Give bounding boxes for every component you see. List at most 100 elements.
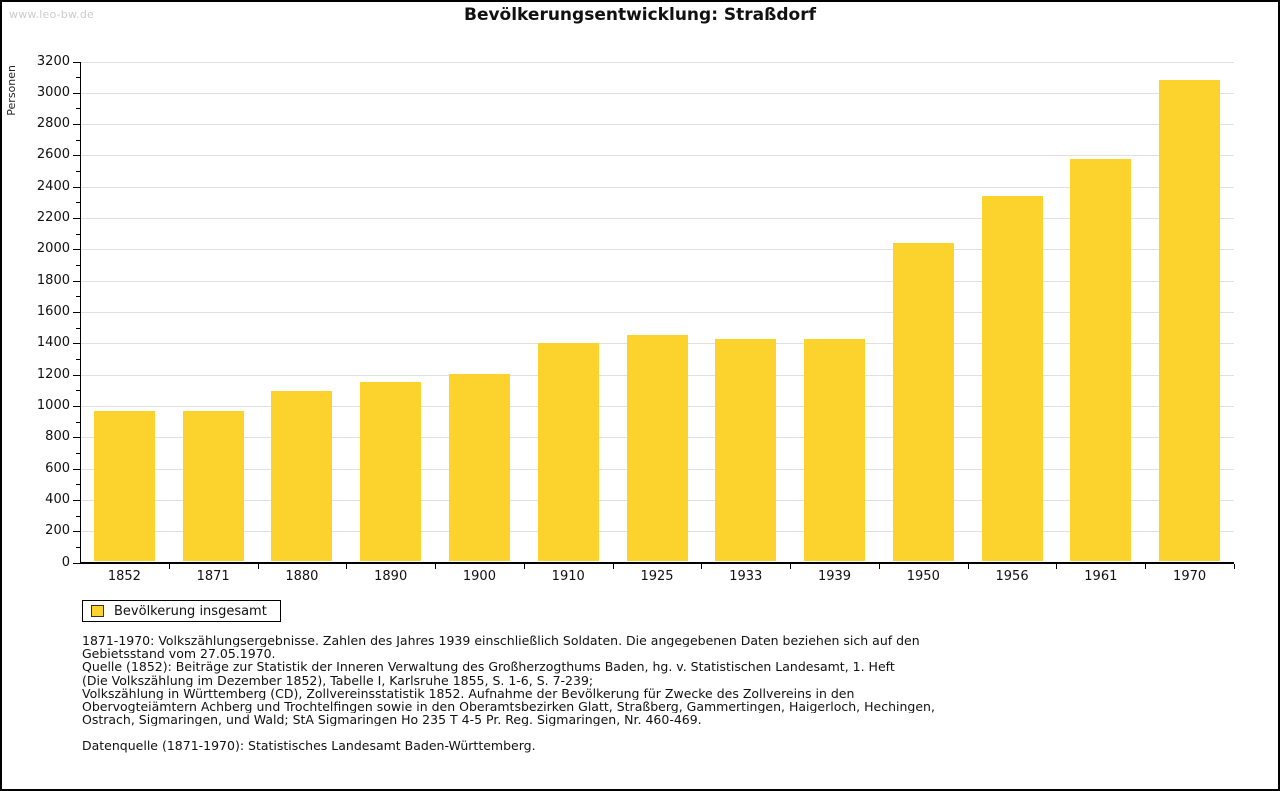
y-major-tick-2000 [73, 249, 80, 251]
y-minor-tick-700 [76, 452, 80, 454]
y-tick-label-400: 400 [45, 491, 70, 507]
y-minor-tick-100 [76, 546, 80, 548]
footnote-line-4: (Die Volkszählung im Dezember 1852), Tab… [82, 673, 594, 687]
x-boundary-tick-1 [168, 563, 170, 569]
y-tick-label-800: 800 [45, 429, 70, 445]
y-minor-tick-300 [76, 515, 80, 517]
y-major-tick-2800 [73, 124, 80, 126]
gridline-1600 [80, 312, 1234, 313]
page-title: Bevölkerungsentwicklung: Straßdorf [463, 5, 816, 25]
x-tick-label-1956: 1956 [995, 568, 1029, 584]
x-boundary-tick-2 [257, 563, 259, 569]
y-tick-label-3200: 3200 [36, 53, 70, 69]
bar-1970 [1159, 80, 1221, 562]
y-major-tick-1400 [73, 343, 80, 345]
y-axis-label: Personen [5, 65, 18, 116]
y-tick-label-3000: 3000 [36, 84, 70, 100]
x-boundary-tick-9 [878, 563, 880, 569]
x-tick-label-1961: 1961 [1084, 568, 1118, 584]
watermark: www.leo-bw.de [9, 8, 95, 21]
x-tick-label-1933: 1933 [729, 568, 763, 584]
bar-1890 [360, 381, 422, 562]
gridline-2600 [80, 155, 1234, 157]
y-minor-tick-2500 [76, 171, 80, 173]
gridline-3000 [80, 92, 1234, 94]
bar-1910 [537, 342, 599, 562]
x-boundary-tick-12 [1145, 563, 1147, 569]
y-minor-tick-1700 [76, 296, 80, 298]
y-tick-label-2400: 2400 [36, 178, 70, 194]
footnotes: 1871-1970: Volkszählungsergebnisse. Zahl… [82, 634, 1258, 753]
y-minor-tick-2900 [76, 108, 80, 110]
y-major-tick-800 [73, 437, 80, 439]
footnote-line-5: Volkszählung in Württemberg (CD), Zollve… [82, 686, 855, 701]
y-minor-tick-2100 [76, 233, 80, 235]
x-boundary-tick-11 [1056, 563, 1058, 569]
footnote-line-7: Ostrach, Sigmaringen, und Wald; StA Sigm… [82, 713, 702, 727]
legend: Bevölkerung insgesamt [82, 600, 281, 622]
y-major-tick-400 [73, 499, 80, 501]
footnote-line-3: Quelle (1852): Beiträge zur Statistik de… [82, 660, 895, 674]
y-major-tick-1000 [73, 405, 80, 407]
y-minor-tick-900 [76, 421, 80, 423]
y-tick-label-2600: 2600 [36, 147, 70, 163]
y-major-tick-1600 [73, 312, 80, 313]
y-tick-label-0: 0 [61, 554, 70, 570]
y-tick-label-2800: 2800 [36, 116, 70, 132]
gridline-2400 [80, 186, 1234, 188]
bar-1880 [271, 391, 333, 562]
x-boundary-tick-3 [346, 563, 348, 569]
x-boundary-tick-13 [1234, 563, 1235, 569]
bar-1933 [715, 338, 777, 562]
gridline-1800 [80, 280, 1234, 282]
footnote-lines: 1871-1970: Volkszählungsergebnisse. Zahl… [82, 634, 1258, 726]
x-boundary-tick-5 [523, 563, 525, 569]
y-major-tick-2600 [73, 155, 80, 157]
y-major-tick-1200 [73, 374, 80, 376]
y-tick-label-1400: 1400 [36, 335, 70, 351]
footnote-line-1: 1871-1970: Volkszählungsergebnisse. Zahl… [82, 634, 920, 648]
x-boundary-tick-10 [967, 563, 969, 569]
x-tick-label-1925: 1925 [640, 568, 674, 584]
y-tick-label-2200: 2200 [36, 210, 70, 226]
x-boundary-tick-6 [612, 563, 614, 569]
bar-1939 [804, 338, 866, 562]
y-minor-tick-2700 [76, 139, 80, 141]
y-tick-label-1600: 1600 [36, 304, 70, 319]
x-tick-label-1970: 1970 [1173, 568, 1207, 584]
x-boundary-tick-4 [435, 563, 437, 569]
y-minor-tick-1900 [76, 265, 80, 267]
datasource-line: Datenquelle (1871-1970): Statistisches L… [82, 738, 536, 754]
y-minor-tick-1100 [76, 390, 80, 392]
x-boundary-tick-8 [790, 563, 792, 569]
y-tick-label-200: 200 [45, 523, 70, 539]
x-axis-line [80, 561, 1234, 564]
x-tick-label-1880: 1880 [285, 568, 319, 584]
gridline-2800 [80, 124, 1234, 126]
footnote-line-6: Obervogteiämtern Achberg und Trochtelfin… [82, 700, 935, 714]
x-boundary-tick-7 [701, 563, 703, 569]
y-tick-label-2000: 2000 [36, 241, 70, 257]
gridline-2200 [80, 218, 1234, 220]
y-axis-line [80, 61, 81, 563]
y-tick-label-1000: 1000 [36, 397, 70, 413]
x-tick-label-1890: 1890 [374, 568, 408, 584]
y-major-tick-600 [73, 468, 80, 470]
y-major-tick-3200 [73, 61, 80, 63]
x-tick-label-1871: 1871 [196, 568, 230, 584]
y-major-tick-1800 [73, 280, 80, 282]
bar-1925 [626, 334, 688, 562]
y-major-tick-200 [73, 531, 80, 533]
footnote-line-2: Gebietsstand vom 27.05.1970. [82, 647, 276, 661]
bar-1950 [892, 243, 954, 562]
x-tick-label-1939: 1939 [817, 568, 852, 584]
y-minor-tick-3100 [76, 77, 80, 79]
y-tick-label-1800: 1800 [36, 272, 70, 288]
bar-1871 [182, 410, 244, 562]
x-tick-label-1900: 1900 [462, 568, 496, 584]
bar-1956 [981, 196, 1043, 562]
x-tick-label-1950: 1950 [906, 568, 940, 584]
y-major-tick-0 [73, 562, 80, 564]
y-tick-label-1200: 1200 [36, 366, 70, 382]
